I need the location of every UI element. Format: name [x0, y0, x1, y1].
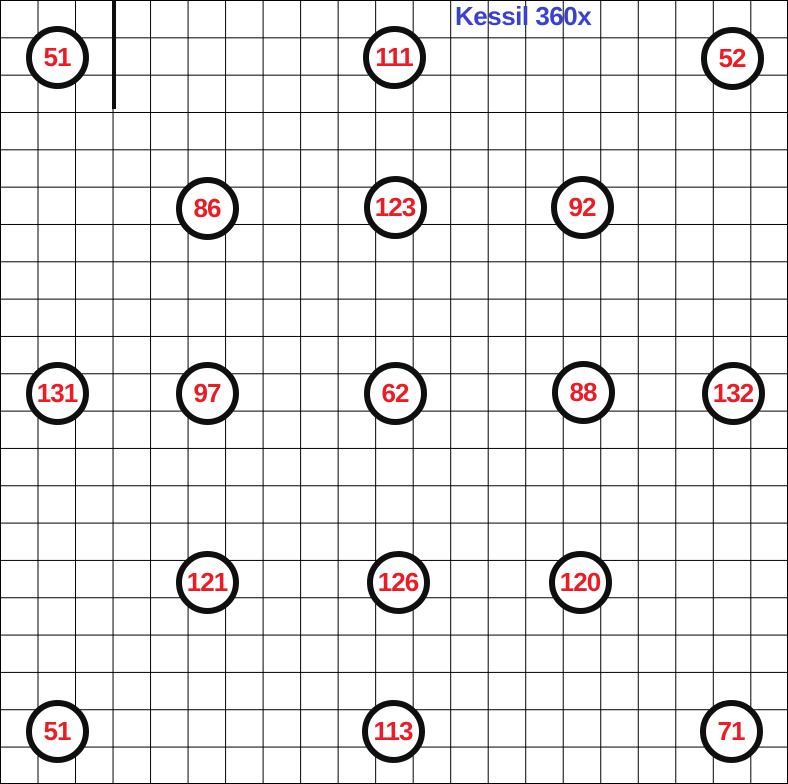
measurement-value: 97 [193, 378, 222, 408]
measurement-value: 71 [717, 716, 746, 746]
measurement-value: 62 [381, 378, 410, 408]
thick-grid-line-segment [112, 0, 116, 109]
measurement-value: 88 [569, 377, 598, 407]
measurement-circle: 132 [701, 361, 765, 425]
measurement-value: 51 [43, 42, 72, 72]
measurement-value: 120 [559, 567, 601, 597]
measurement-circle: 71 [699, 699, 763, 763]
measurement-circle: 62 [363, 361, 427, 425]
chart-title: Kessil 360x [455, 1, 592, 31]
measurement-value: 126 [377, 567, 419, 597]
measurement-circle: 123 [363, 175, 427, 239]
measurement-circle: 131 [25, 361, 89, 425]
measurement-value: 111 [375, 42, 414, 72]
measurement-value: 52 [718, 43, 747, 73]
measurement-circle: 111 [362, 25, 426, 89]
measurement-value: 121 [186, 567, 228, 597]
measurement-value: 113 [373, 716, 414, 746]
measurement-circle: 51 [25, 699, 89, 763]
measurement-circle: 51 [25, 25, 89, 89]
measurement-value: 123 [374, 192, 416, 222]
measurement-circle: 52 [700, 26, 764, 90]
measurement-circle: 120 [548, 550, 612, 614]
measurement-circle: 92 [550, 175, 614, 239]
measurement-value: 132 [712, 378, 754, 408]
measurement-circle: 88 [551, 360, 615, 424]
measurement-circle: 97 [175, 361, 239, 425]
measurement-circle: 86 [175, 176, 239, 240]
measurement-circle: 113 [361, 699, 425, 763]
measurement-value: 51 [43, 716, 72, 746]
measurement-value: 86 [193, 193, 222, 223]
measurement-value: 92 [568, 192, 597, 222]
measurement-value: 131 [36, 378, 78, 408]
measurement-circle: 121 [175, 550, 239, 614]
measurement-circle: 126 [366, 550, 430, 614]
